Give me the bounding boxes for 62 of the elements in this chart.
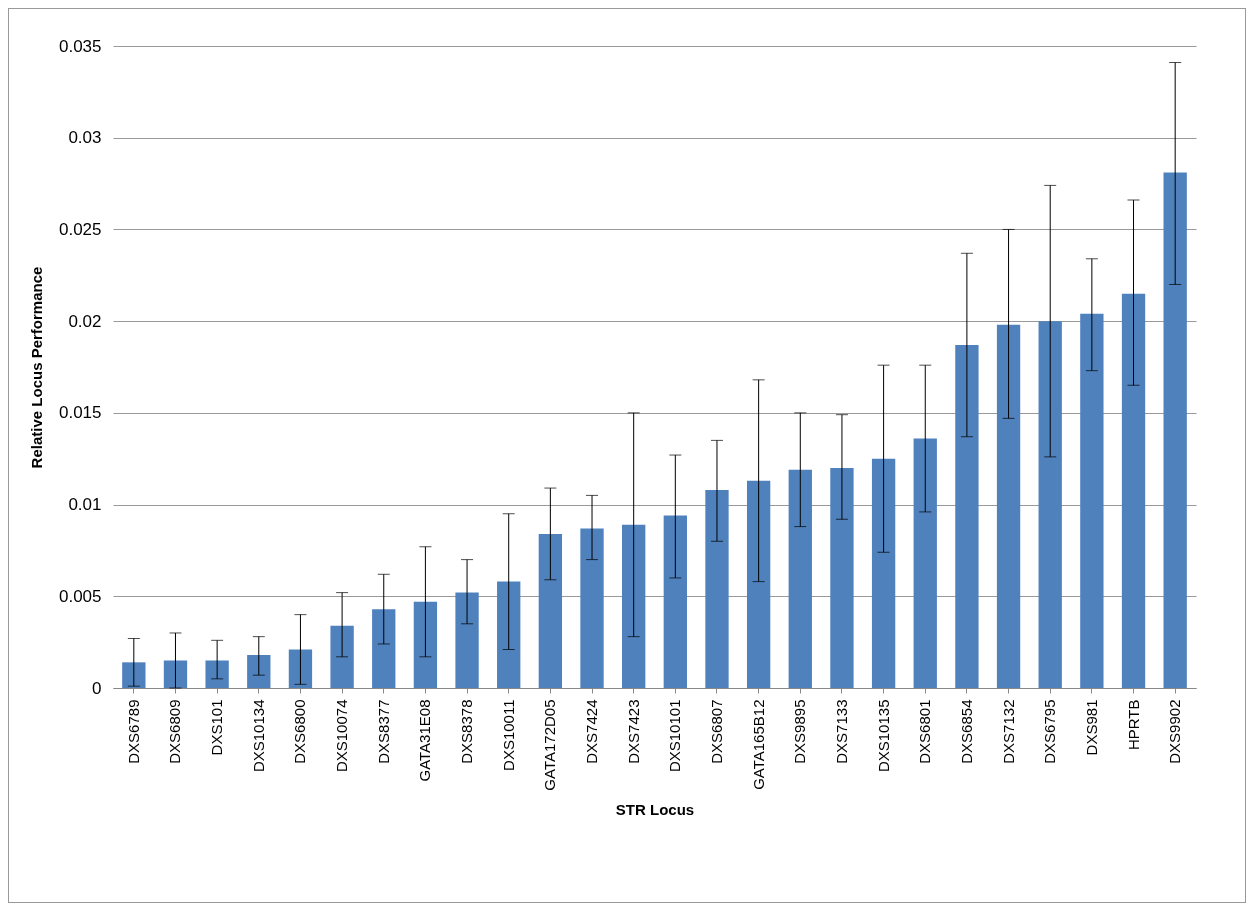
bar <box>913 438 937 688</box>
y-tick-label: 0.02 <box>68 311 102 331</box>
x-tick-label: DXS10074 <box>333 699 351 773</box>
bar <box>955 344 979 688</box>
bar <box>788 469 812 688</box>
y-tick-label: 0.035 <box>58 36 102 56</box>
y-tick-label: 0.01 <box>68 495 102 515</box>
y-tick-label: 0.03 <box>68 128 102 148</box>
bar <box>705 489 729 688</box>
bar <box>580 528 604 688</box>
bar <box>122 662 146 688</box>
bar <box>663 515 687 688</box>
bar <box>622 524 646 688</box>
x-tick-label: GATA31E08 <box>416 699 434 782</box>
y-axis-title: Relative Locus Performance <box>27 266 45 469</box>
x-tick-label: DXS7132 <box>999 699 1017 764</box>
bar <box>205 660 229 688</box>
x-tick-label: DXS8377 <box>374 699 392 764</box>
bar <box>163 660 188 688</box>
x-tick-label: GATA172D05 <box>541 699 559 791</box>
x-tick-label: HPRTB <box>1124 699 1142 751</box>
x-tick-label: DXS10011 <box>499 699 517 771</box>
x-tick-label: DXS6795 <box>1041 699 1059 764</box>
x-tick-label: DXS7133 <box>832 699 850 764</box>
x-tick-label: DXS9895 <box>791 699 809 764</box>
x-tick-label: DXS9902 <box>1166 699 1184 764</box>
x-tick-label: DXS981 <box>1082 699 1100 756</box>
x-tick-label: DXS101 <box>208 699 226 756</box>
x-tick-label: DXS10135 <box>874 699 892 773</box>
bar <box>996 324 1021 688</box>
bar <box>372 609 396 688</box>
bar <box>830 467 854 688</box>
x-tick-label: GATA165B12 <box>749 699 767 790</box>
x-tick-label: DXS7424 <box>583 699 601 764</box>
x-tick-label: DXS6800 <box>291 699 309 764</box>
y-tick-label: 0.025 <box>58 219 102 239</box>
y-tick-label: 0.015 <box>58 403 102 423</box>
bar <box>497 581 521 688</box>
x-tick-label: DXS6807 <box>707 699 725 764</box>
x-tick-label: DXS6801 <box>916 699 934 764</box>
x-tick-label: DXS10101 <box>666 699 684 773</box>
x-tick-label: DXS6789 <box>124 699 142 764</box>
bar <box>413 601 438 688</box>
bar <box>1163 172 1187 688</box>
bar <box>1080 313 1104 688</box>
y-tick-label: 0.005 <box>58 586 102 606</box>
bar <box>455 592 479 688</box>
bar <box>538 533 563 688</box>
bar <box>1121 293 1146 688</box>
bar <box>247 654 271 688</box>
bar <box>288 649 313 688</box>
x-tick-label: DXS6854 <box>957 699 975 764</box>
y-tick-label: 0 <box>92 678 102 698</box>
bar <box>871 458 896 688</box>
x-tick-label: DXS10134 <box>249 699 267 773</box>
bar <box>330 625 354 688</box>
x-tick-label: DXS7423 <box>624 699 642 764</box>
x-tick-label: DXS8378 <box>458 699 476 764</box>
x-tick-label: DXS6809 <box>166 699 184 764</box>
x-axis-title: STR Locus <box>615 800 695 818</box>
bar <box>1038 321 1062 688</box>
bar <box>746 480 771 688</box>
